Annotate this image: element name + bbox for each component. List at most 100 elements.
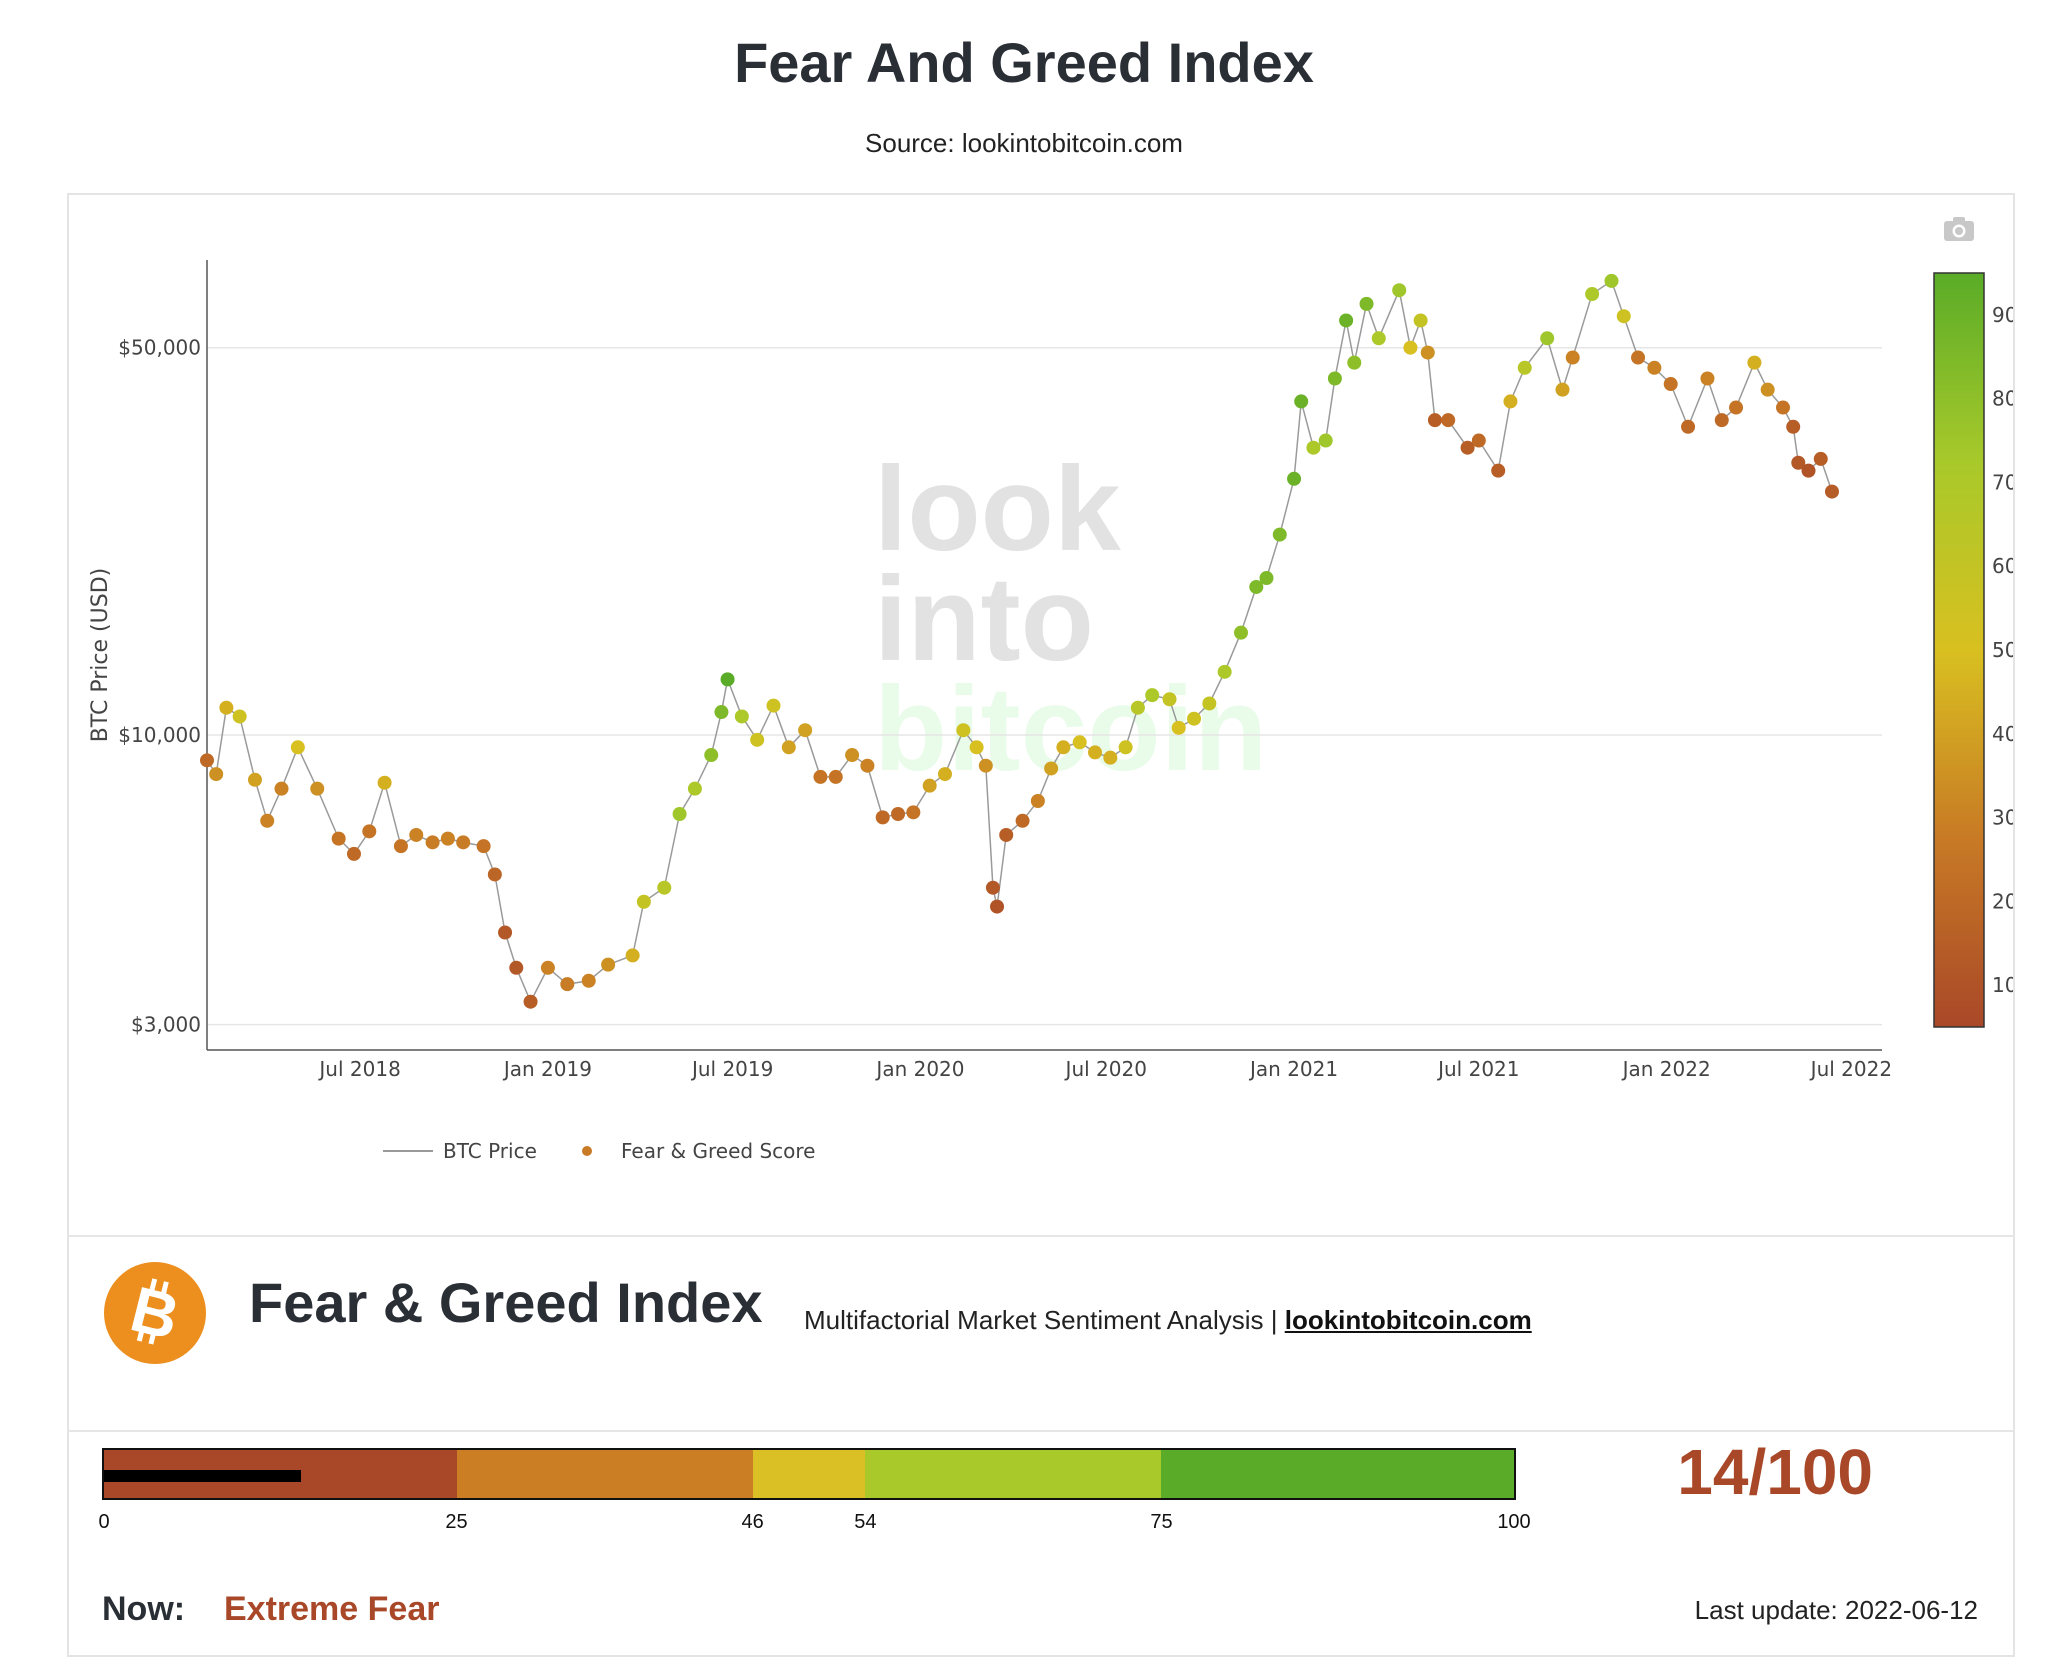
fear-greed-point <box>687 781 702 796</box>
fear-greed-point <box>999 827 1014 842</box>
fear-greed-point <box>1318 433 1333 448</box>
fear-greed-point <box>1072 735 1087 750</box>
fear-greed-point <box>1824 484 1839 499</box>
fear-greed-point <box>1631 350 1646 365</box>
fear-greed-point <box>1503 394 1518 409</box>
watermark-into: into <box>874 552 1094 686</box>
colorbar-tick-label: 20 <box>1992 889 2013 913</box>
fear-greed-point <box>290 740 305 755</box>
gauge-value-bar <box>104 1470 302 1482</box>
y-axis-label: BTC Price (USD) <box>88 568 113 742</box>
x-tick-label: Jan 2021 <box>1248 1057 1338 1081</box>
fear-greed-point <box>1555 382 1570 397</box>
fear-greed-point <box>346 846 361 861</box>
fear-greed-point <box>476 839 491 854</box>
fear-greed-point <box>766 698 781 713</box>
fear-greed-point <box>540 960 555 975</box>
fear-greed-point <box>1015 813 1030 828</box>
fear-greed-point <box>1030 794 1045 809</box>
colorbar-tick-label: 60 <box>1992 554 2013 578</box>
fear-greed-point <box>1145 688 1160 703</box>
fear-greed-point <box>734 709 749 724</box>
fear-greed-point <box>1801 463 1816 478</box>
fear-greed-point <box>1403 340 1418 355</box>
legend-dot-swatch <box>582 1146 592 1156</box>
now-label: Now: <box>102 1590 186 1628</box>
now-sentiment-value: Extreme Fear <box>224 1590 440 1628</box>
watermark-bitcoin: bitcoin <box>874 662 1267 796</box>
gauge-segment <box>456 1450 753 1498</box>
last-update: Last update: 2022-06-12 <box>1694 1595 1978 1625</box>
camera-icon[interactable] <box>1942 215 1976 243</box>
fear-greed-point <box>1714 413 1729 428</box>
fear-greed-point <box>260 813 275 828</box>
fear-greed-point <box>750 732 765 747</box>
fear-greed-point <box>1729 400 1744 415</box>
fear-greed-point <box>845 748 860 763</box>
x-tick-label: Jul 2019 <box>690 1057 773 1081</box>
fear-greed-point <box>937 767 952 782</box>
fear-greed-point <box>1663 377 1678 392</box>
fear-greed-point <box>377 775 392 790</box>
fear-greed-point <box>560 977 575 992</box>
fear-greed-point <box>581 973 596 988</box>
fear-greed-point <box>1517 360 1532 375</box>
x-tick-label: Jan 2019 <box>502 1057 592 1081</box>
fear-greed-point <box>990 899 1005 914</box>
fear-greed-point <box>798 723 813 738</box>
fear-greed-point <box>219 700 234 715</box>
fear-greed-title: Fear & Greed Index <box>249 1271 763 1334</box>
fear-greed-point <box>906 805 921 820</box>
fear-greed-point <box>1130 700 1145 715</box>
fear-greed-point <box>274 781 289 796</box>
fear-greed-point <box>487 867 502 882</box>
fear-greed-point <box>1413 313 1428 328</box>
fear-greed-point <box>440 831 455 846</box>
gauge-tick-label: 25 <box>445 1511 468 1533</box>
fear-greed-point <box>1187 711 1202 726</box>
lookintobitcoin-link[interactable]: lookintobitcoin.com <box>1284 1305 1532 1335</box>
fear-greed-point <box>601 957 616 972</box>
fear-greed-point <box>1287 471 1302 486</box>
fear-greed-point <box>704 748 719 763</box>
fear-greed-point <box>1171 720 1186 735</box>
fear-greed-point <box>860 758 875 773</box>
x-tick-label: Jan 2022 <box>1621 1057 1711 1081</box>
watermark-look: look <box>874 442 1121 576</box>
fear-greed-point <box>362 824 377 839</box>
fear-greed-point <box>625 948 640 963</box>
fear-greed-point <box>1585 287 1600 302</box>
fear-greed-point <box>875 810 890 825</box>
fear-greed-subtitle: Multifactorial Market Sentiment Analysis… <box>804 1305 1532 1336</box>
fear-greed-point <box>1118 740 1133 755</box>
colorbar-tick-label: 50 <box>1992 638 2013 662</box>
fear-greed-point <box>1420 345 1435 360</box>
fear-greed-point <box>1441 413 1456 428</box>
legend-fear-greed-score: Fear & Greed Score <box>621 1139 815 1163</box>
fear-greed-point <box>922 778 937 793</box>
gauge-tick-label: 75 <box>1150 1511 1173 1533</box>
fear-greed-point <box>1306 440 1321 455</box>
fear-greed-point <box>523 994 538 1009</box>
fear-greed-point <box>1775 400 1790 415</box>
y-tick-label: $50,000 <box>118 336 201 360</box>
fear-greed-point <box>331 831 346 846</box>
fear-greed-point <box>1359 296 1374 311</box>
gauge-tick-label: 0 <box>98 1511 110 1533</box>
y-tick-label: $10,000 <box>118 723 201 747</box>
fear-greed-point <box>393 839 408 854</box>
page-title: Fear And Greed Index <box>734 31 1314 94</box>
fear-greed-point <box>1616 309 1631 324</box>
fear-greed-point <box>1327 371 1342 386</box>
fear-greed-point <box>1760 382 1775 397</box>
fear-greed-point <box>1647 360 1662 375</box>
page-source: Source: lookintobitcoin.com <box>865 128 1183 158</box>
fear-greed-point <box>425 835 440 850</box>
fear-greed-point <box>1681 419 1696 434</box>
x-tick-label: Jul 2022 <box>1809 1057 1892 1081</box>
fear-greed-point <box>1272 527 1287 542</box>
legend-btc-price: BTC Price <box>443 1139 537 1163</box>
x-tick-label: Jul 2021 <box>1436 1057 1519 1081</box>
fear-greed-point <box>636 894 651 909</box>
fear-greed-point <box>1471 433 1486 448</box>
